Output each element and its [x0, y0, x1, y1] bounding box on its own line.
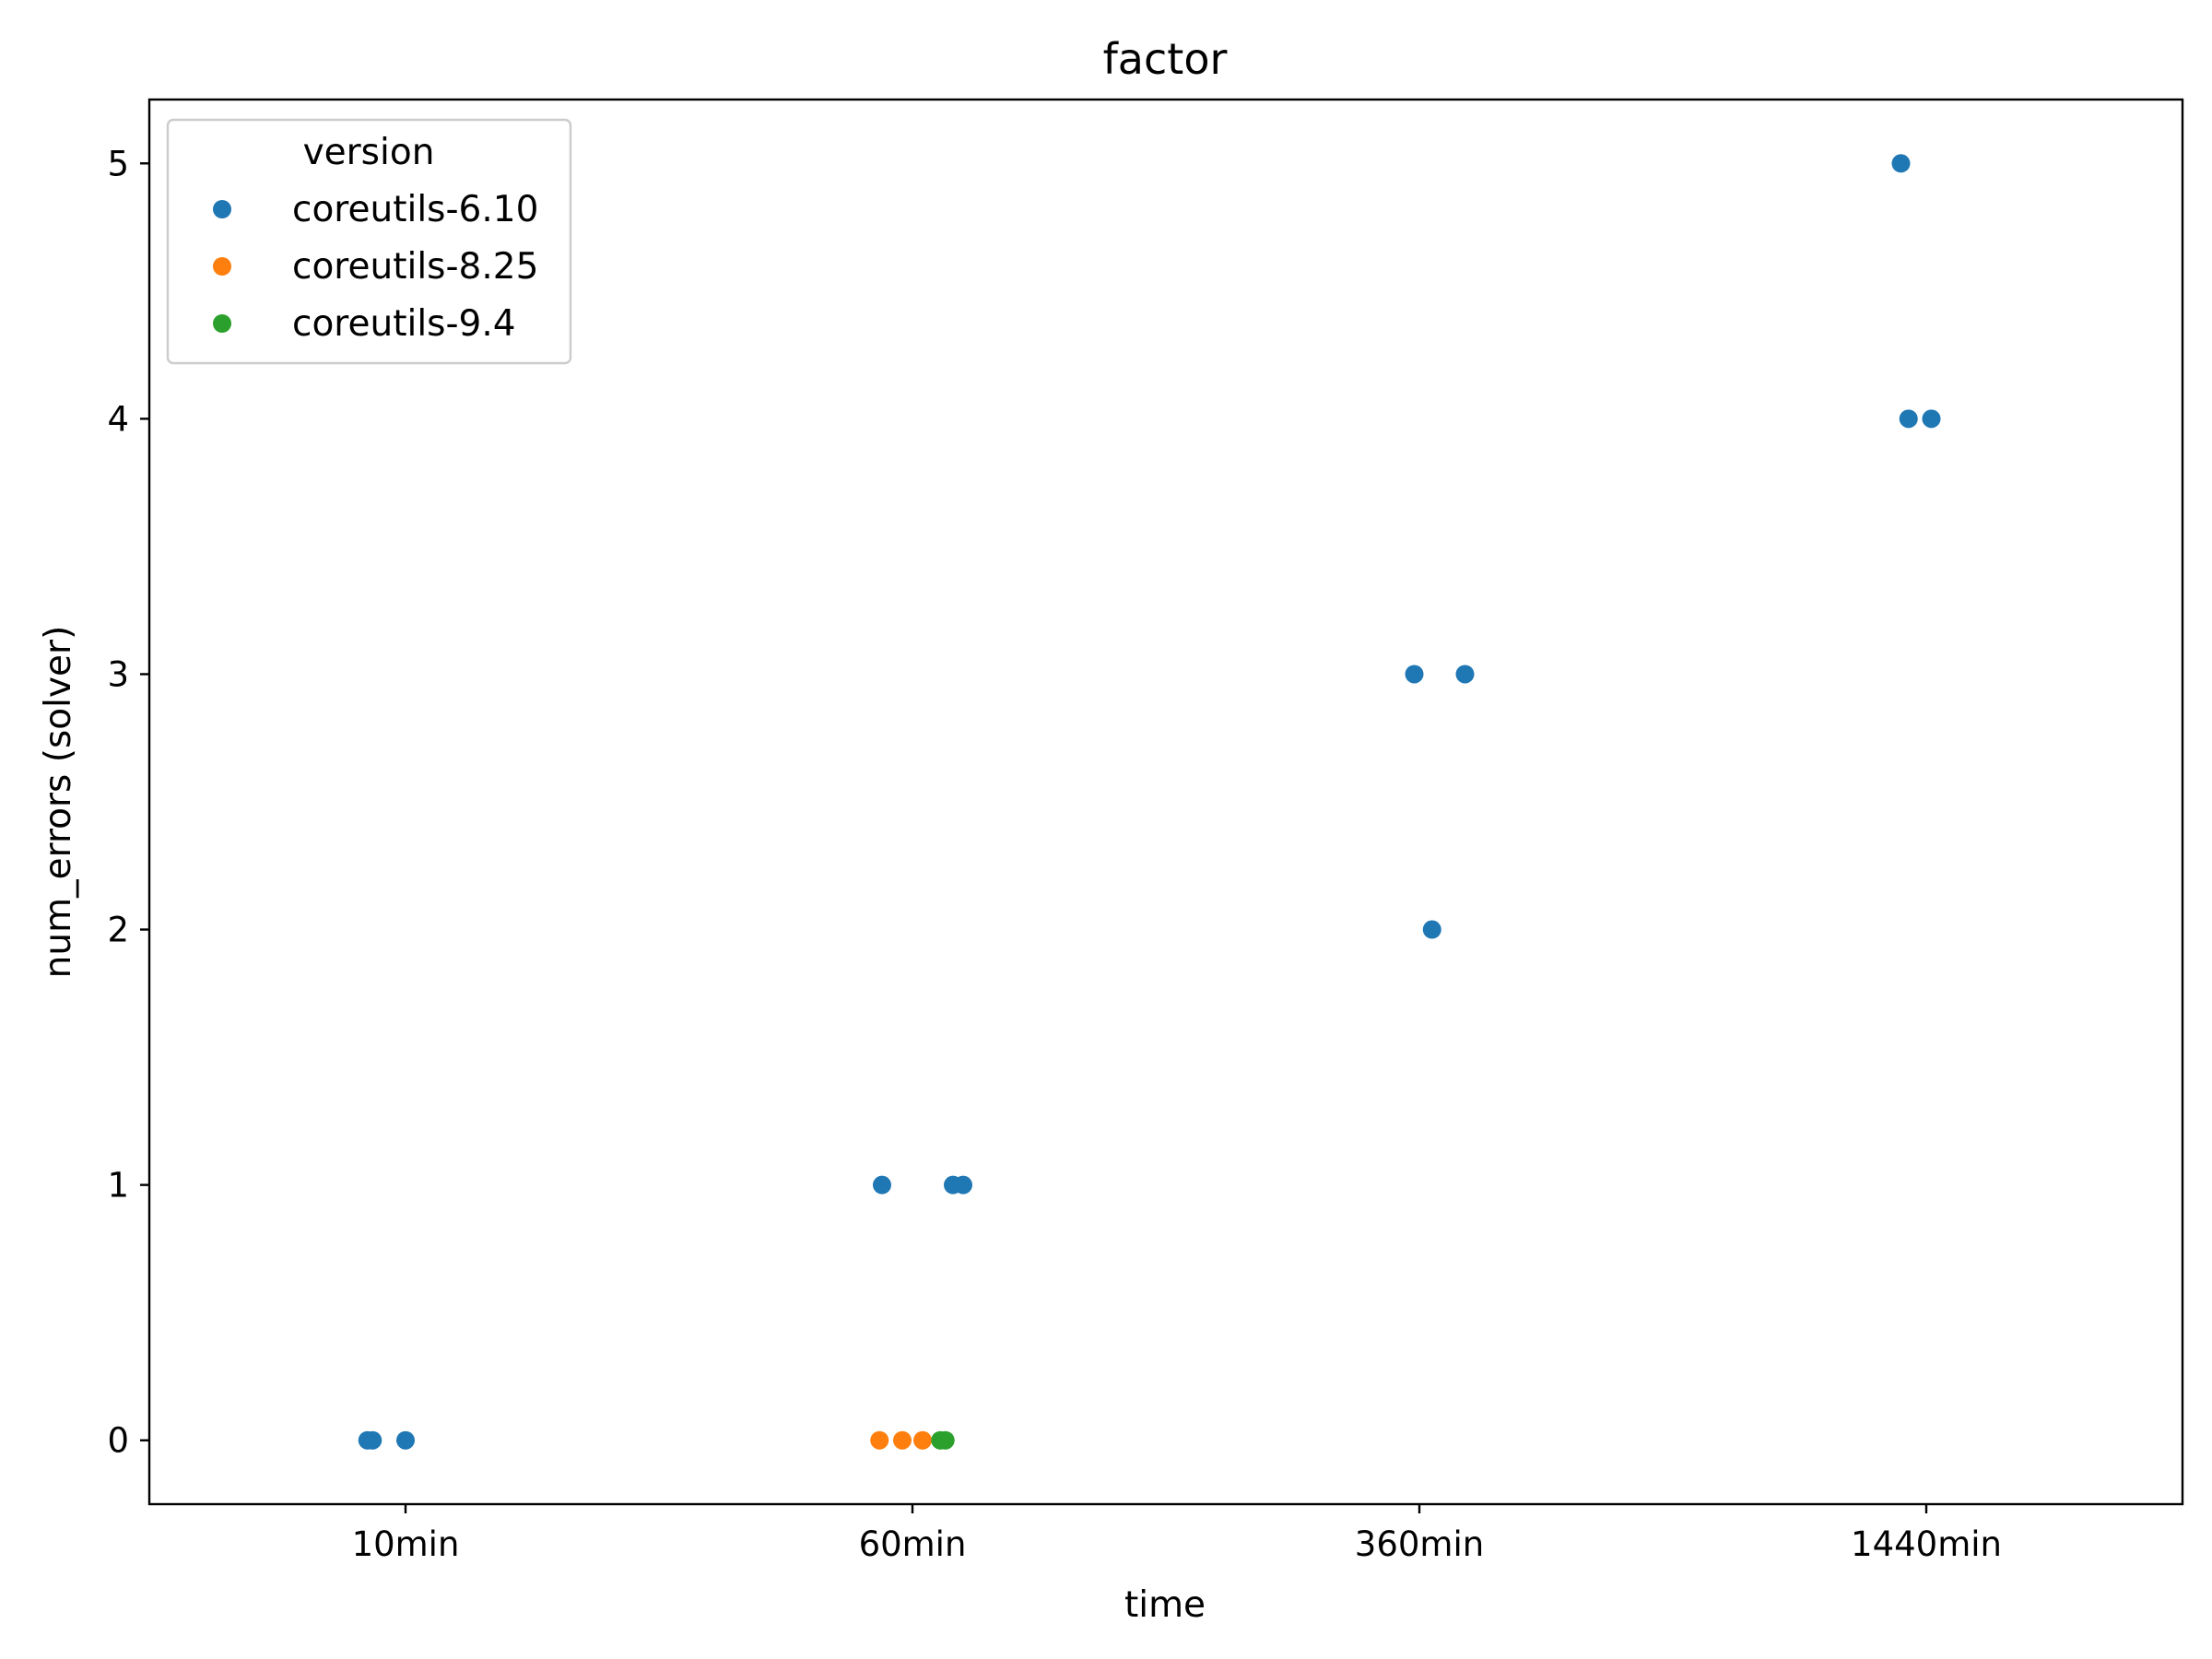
x-axis: 10min 60min 360min 1440min — [352, 1504, 2002, 1564]
data-point — [954, 1175, 972, 1194]
legend-entry-label: coreutils-6.10 — [292, 189, 538, 230]
data-point — [1899, 409, 1918, 429]
series-coreutils-8.25 — [870, 1430, 932, 1450]
y-tick-label: 0 — [107, 1421, 129, 1461]
y-tick-label: 5 — [107, 144, 129, 183]
legend-marker — [213, 200, 231, 218]
data-points — [358, 154, 1941, 1450]
data-point — [396, 1430, 415, 1450]
data-point — [1891, 154, 1911, 173]
y-tick-label: 2 — [107, 911, 129, 950]
data-point — [1405, 665, 1424, 684]
legend-title: version — [303, 132, 435, 173]
y-tick-label: 3 — [107, 654, 129, 694]
data-point — [873, 1175, 891, 1194]
legend-marker — [213, 314, 231, 333]
x-tick-label: 1440min — [1851, 1524, 2002, 1564]
plot-frame — [147, 98, 2184, 1506]
data-point — [893, 1430, 912, 1450]
data-point — [1455, 665, 1475, 684]
series-coreutils-6.10 — [358, 154, 1941, 1450]
y-axis: 0 1 2 3 4 5 — [107, 144, 149, 1461]
data-point — [913, 1430, 932, 1450]
x-tick-label: 10min — [352, 1524, 460, 1564]
data-point — [1422, 920, 1441, 939]
x-tick-label: 60min — [859, 1524, 967, 1564]
data-point — [1922, 409, 1941, 429]
legend-entries: coreutils-6.10 coreutils-8.25 coreutils-9.… — [213, 189, 538, 345]
legend: version coreutils-6.10coreutils-8.25core… — [166, 118, 572, 365]
chart-title: factor — [1103, 34, 1228, 84]
legend-marker — [213, 257, 231, 276]
y-tick-label: 1 — [107, 1166, 129, 1206]
series-coreutils-9.4 — [931, 1430, 955, 1450]
data-point — [363, 1430, 382, 1450]
x-axis-label: time — [1124, 1584, 1206, 1626]
legend-box — [166, 118, 572, 365]
data-point — [935, 1430, 955, 1450]
y-axis-label: num_errors (solver) — [38, 626, 79, 979]
data-point — [870, 1430, 889, 1450]
x-tick-label: 360min — [1355, 1524, 1484, 1564]
legend-entry-label: coreutils-9.4 — [292, 303, 516, 345]
y-tick-label: 4 — [107, 399, 129, 439]
legend-entry-label: coreutils-8.25 — [292, 246, 538, 288]
